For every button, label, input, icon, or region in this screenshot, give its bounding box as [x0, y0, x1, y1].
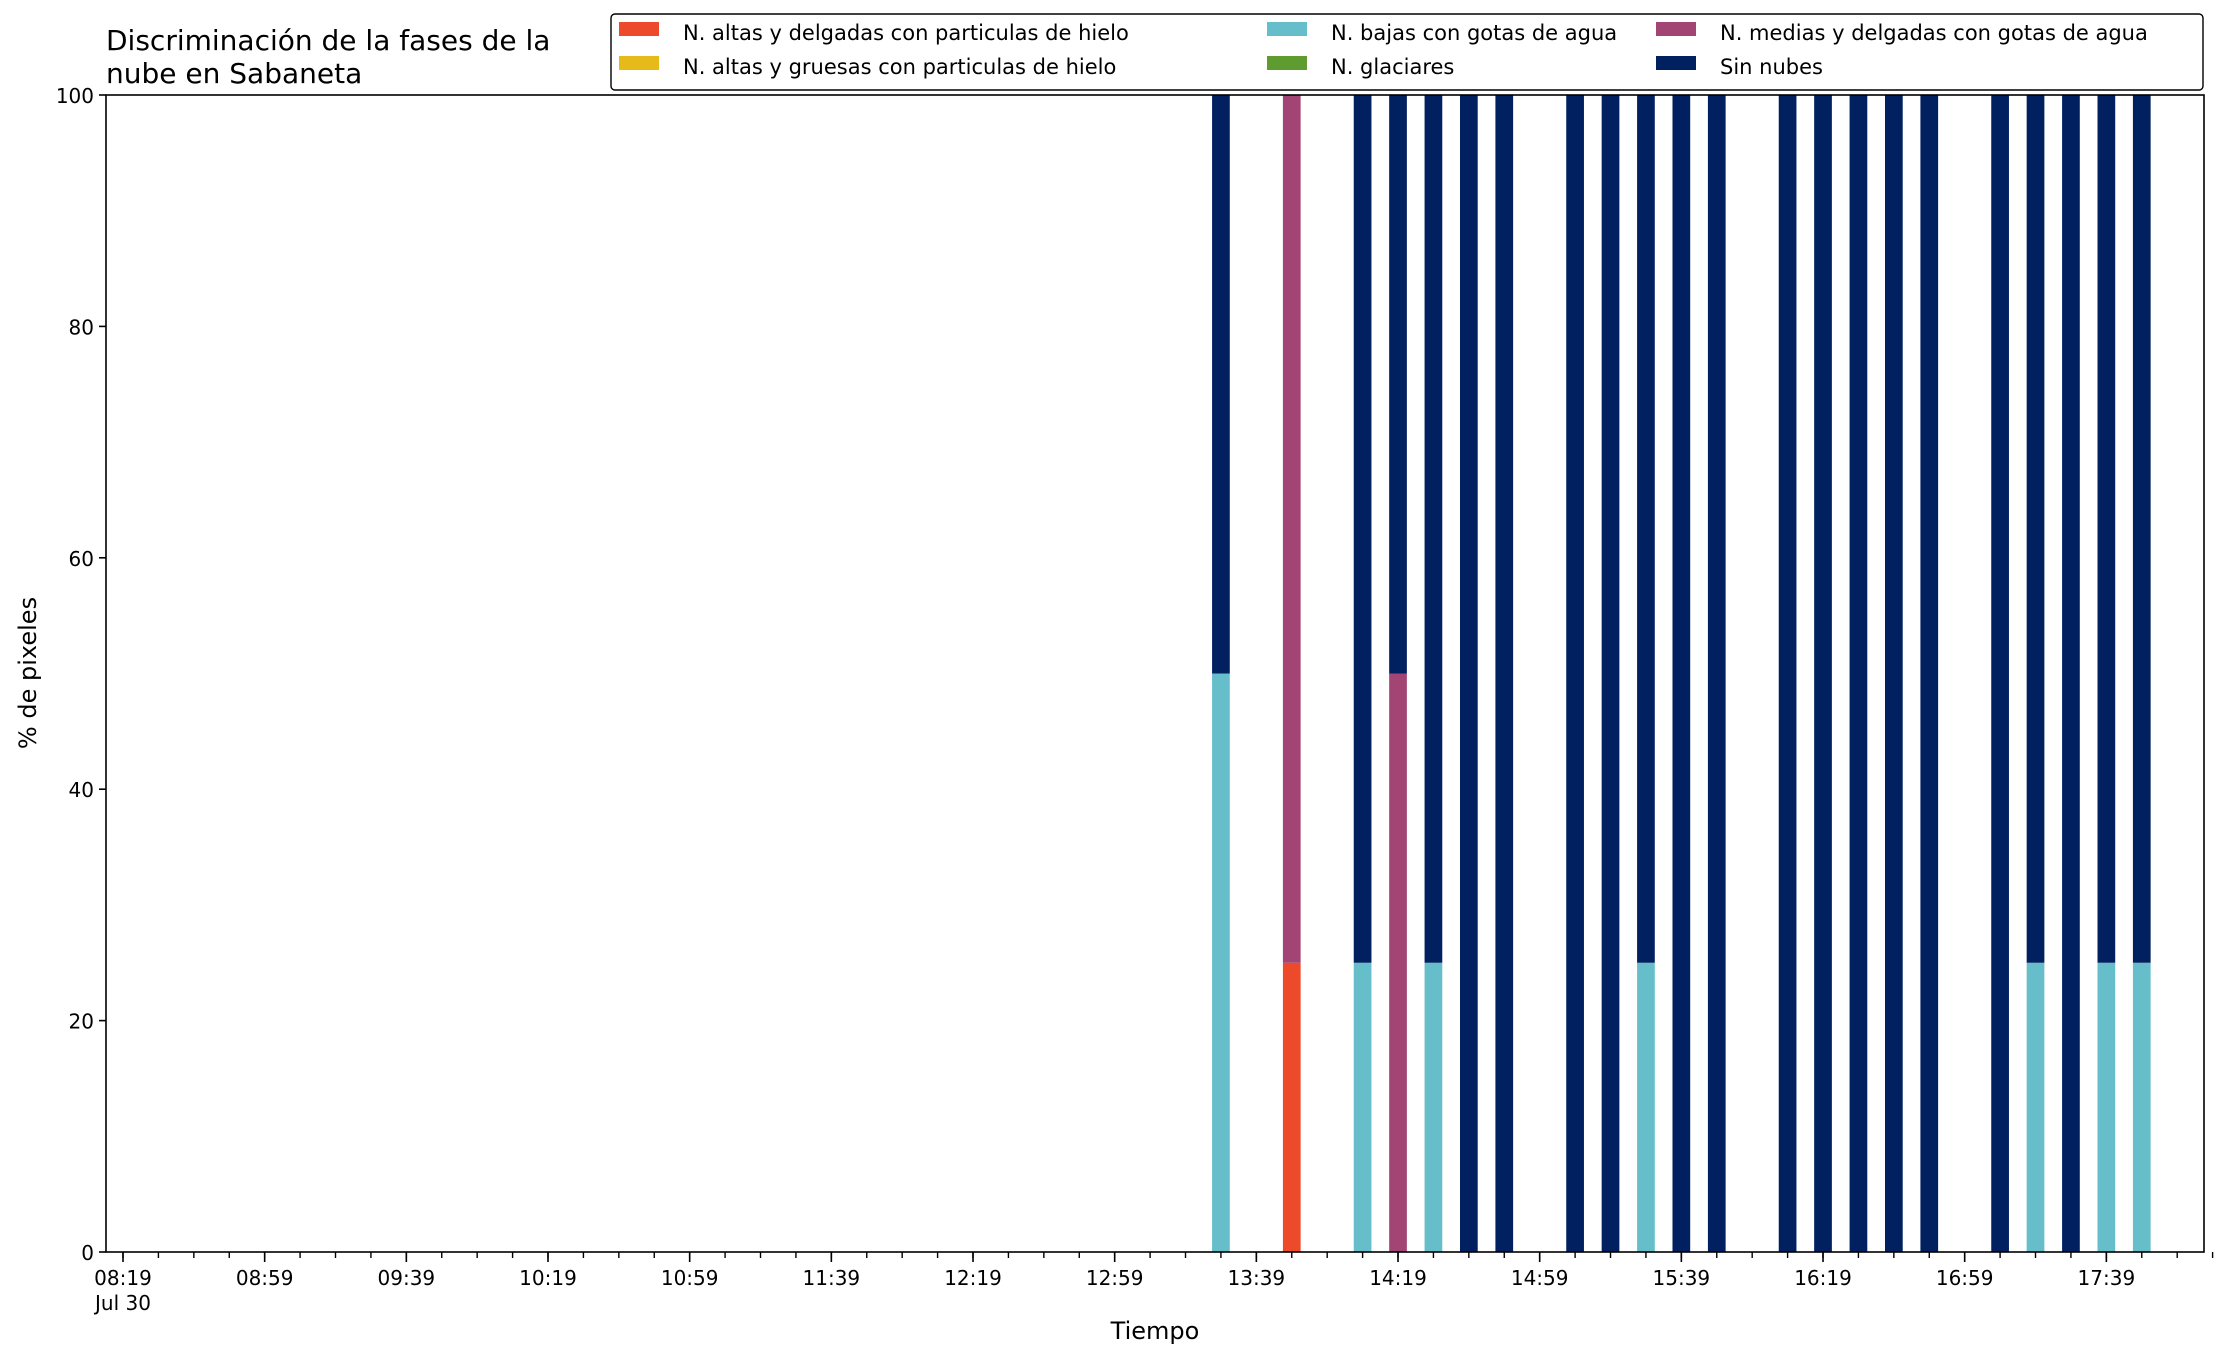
bar-segment-bajas-9 — [1637, 962, 1655, 1252]
legend-label: N. altas y delgadas con particulas de hi… — [683, 21, 1129, 45]
plot-frame — [105, 94, 2205, 1253]
bar-segment-sin_nubes-11 — [1707, 95, 1726, 1252]
bar-segment-sin_nubes-7 — [1566, 95, 1584, 1252]
x-tick-label: 12:19 — [944, 1266, 1002, 1290]
bar-segment-sin_nubes-13 — [1814, 95, 1832, 1252]
legend-label: Sin nubes — [1720, 55, 1823, 79]
legend-label: N. glaciares — [1331, 55, 1454, 79]
bar-segment-bajas-0 — [1212, 673, 1230, 1252]
x-tick-date-label: Jul 30 — [93, 1291, 151, 1315]
bar-segment-sin_nubes-3 — [1389, 95, 1407, 674]
legend-swatch — [1267, 22, 1307, 36]
bar-segment-medias-3 — [1389, 673, 1407, 1252]
y-tick-label: 80 — [69, 315, 94, 339]
chart-title: Discriminación de la fases de la nube en… — [106, 24, 550, 90]
x-tick-label: 15:39 — [1653, 1266, 1711, 1290]
legend-label: N. altas y gruesas con particulas de hie… — [683, 55, 1116, 79]
x-tick-label: 14:59 — [1511, 1266, 1569, 1290]
y-tick-label: 20 — [69, 1010, 94, 1034]
chart-title-line-1: Discriminación de la fases de la — [106, 24, 550, 57]
bar-segment-sin_nubes-20 — [2097, 95, 2116, 963]
bar-segment-sin_nubes-8 — [1601, 95, 1620, 1252]
x-tick-label: 08:19 — [94, 1266, 152, 1290]
x-tick-label: 10:59 — [661, 1266, 719, 1290]
legend-frame — [610, 13, 2204, 91]
bar-segment-sin_nubes-0 — [1212, 95, 1230, 674]
bar-segment-sin_nubes-2 — [1353, 95, 1372, 963]
bars-layer — [1212, 95, 2151, 1252]
bar-segment-medias-1 — [1282, 95, 1301, 963]
legend-swatch — [619, 56, 659, 70]
bar-segment-sin_nubes-5 — [1459, 95, 1478, 1252]
legend-swatch — [619, 22, 659, 36]
bar-segment-sin_nubes-17 — [1991, 95, 2009, 1252]
legend-swatch — [1656, 22, 1696, 36]
legend-swatch — [1656, 56, 1696, 70]
bar-segment-bajas-18 — [2026, 962, 2045, 1252]
y-axis: 0 20 40 60 80 100 — [56, 84, 106, 1265]
bar-segment-sin_nubes-6 — [1495, 95, 1514, 1252]
y-tick-label: 100 — [56, 84, 94, 108]
bar-segment-sin_nubes-21 — [2132, 95, 2151, 963]
y-tick-label: 40 — [69, 778, 94, 802]
bar-segment-sin_nubes-10 — [1672, 95, 1691, 1252]
bar-segment-sin_nubes-16 — [1920, 95, 1939, 1252]
bar-segment-sin_nubes-4 — [1424, 95, 1443, 963]
bar-segment-sin_nubes-15 — [1885, 95, 1903, 1252]
x-tick-label: 10:19 — [519, 1266, 577, 1290]
bar-segment-altas_delgadas-1 — [1282, 962, 1301, 1252]
bar-segment-sin_nubes-14 — [1849, 95, 1868, 1252]
bar-segment-sin_nubes-18 — [2026, 95, 2045, 963]
chart-title-line-2: nube en Sabaneta — [106, 57, 362, 90]
x-tick-label: 14:19 — [1369, 1266, 1427, 1290]
x-tick-label: 11:39 — [803, 1266, 861, 1290]
x-tick-label: 17:39 — [2078, 1266, 2136, 1290]
y-tick-label: 60 — [69, 547, 94, 571]
bar-segment-sin_nubes-19 — [2062, 95, 2080, 1252]
x-axis-label: Tiempo — [1110, 1317, 1200, 1345]
x-tick-label: 09:39 — [378, 1266, 436, 1290]
x-tick-label: 08:59 — [236, 1266, 294, 1290]
bar-segment-sin_nubes-12 — [1778, 95, 1797, 1252]
bar-segment-sin_nubes-9 — [1637, 95, 1655, 963]
legend-label: N. medias y delgadas con gotas de agua — [1720, 21, 2148, 45]
legend-swatch — [1267, 56, 1307, 70]
legend: N. altas y delgadas con particulas de hi… — [610, 13, 2204, 91]
y-axis-label: % de pixeles — [14, 597, 42, 749]
x-tick-label: 13:39 — [1228, 1266, 1286, 1290]
y-tick-label: 0 — [81, 1241, 94, 1265]
x-tick-label: 16:59 — [1936, 1266, 1994, 1290]
bar-segment-bajas-20 — [2097, 962, 2116, 1252]
bar-segment-bajas-2 — [1353, 962, 1372, 1252]
bar-segment-bajas-21 — [2132, 962, 2151, 1252]
x-tick-label: 16:19 — [1794, 1266, 1852, 1290]
bar-segment-bajas-4 — [1424, 962, 1443, 1252]
legend-label: N. bajas con gotas de agua — [1331, 21, 1617, 45]
x-tick-label: 12:59 — [1086, 1266, 1144, 1290]
